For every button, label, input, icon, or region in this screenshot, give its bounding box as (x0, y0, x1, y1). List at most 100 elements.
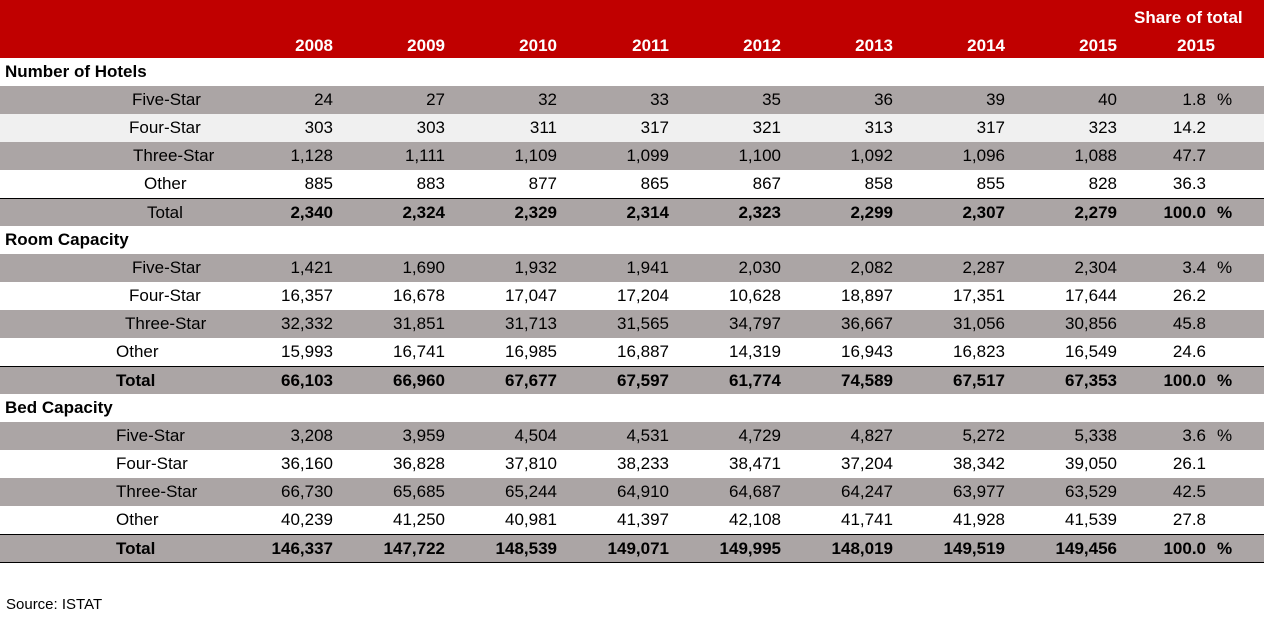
value-cell: 149,456 (1055, 539, 1117, 558)
value-cell: 41,539 (1065, 510, 1117, 529)
value-cell: 311 (529, 118, 557, 137)
section-title: Room Capacity (5, 230, 129, 249)
column-header-2011: 2011 (632, 36, 669, 55)
value-cell: 38,342 (953, 454, 1005, 473)
value-cell: 2,314 (626, 203, 669, 222)
percent-unit: % (1217, 426, 1233, 445)
value-cell: 37,204 (841, 454, 893, 473)
value-cell: 65,685 (393, 482, 445, 501)
value-cell: 828 (1088, 174, 1117, 193)
value-cell: 148,539 (495, 539, 557, 558)
value-cell: 317 (976, 118, 1005, 137)
value-cell: 883 (416, 174, 445, 193)
column-header-share-2015: 2015 (1177, 36, 1215, 55)
value-cell: 149,995 (719, 539, 781, 558)
value-cell: 17,644 (1065, 286, 1117, 305)
section-title-row: Bed Capacity (0, 394, 1264, 422)
value-cell: 31,565 (617, 314, 669, 333)
value-cell: 877 (528, 174, 557, 193)
value-cell: 67,677 (505, 371, 557, 390)
value-cell: 2,279 (1074, 203, 1117, 222)
value-cell: 34,797 (729, 314, 781, 333)
total-row: Total 66,103 66,960 67,677 67,597 61,774 74,58… (0, 366, 1264, 394)
value-cell: 2,307 (962, 203, 1005, 222)
share-cell: 47.7 (1172, 146, 1206, 165)
value-cell: 313 (864, 118, 893, 137)
row-label: Five-Star (116, 426, 185, 445)
value-cell: 1,111 (404, 146, 445, 165)
value-cell: 885 (304, 174, 333, 193)
value-cell: 1,088 (1074, 146, 1117, 165)
column-header-2009: 2009 (407, 36, 445, 55)
value-cell: 36,160 (281, 454, 333, 473)
table-row: Five-Star 3,208 3,959 4,504 4,531 4,729 4,827 5… (0, 422, 1264, 450)
value-cell: 5,338 (1074, 426, 1117, 445)
value-cell: 2,030 (738, 258, 781, 277)
value-cell: 64,687 (729, 482, 781, 501)
value-cell: 855 (976, 174, 1005, 193)
value-cell: 32,332 (281, 314, 333, 333)
share-cell: 100.0 (1163, 203, 1206, 222)
value-cell: 1,109 (514, 146, 557, 165)
value-cell: 39 (986, 90, 1005, 109)
value-cell: 10,628 (729, 286, 781, 305)
source-note: Source: ISTAT (6, 596, 103, 613)
value-cell: 39,050 (1065, 454, 1117, 473)
row-label: Other (116, 342, 159, 361)
column-header-2015: 2015 (1079, 36, 1117, 55)
value-cell: 31,713 (505, 314, 557, 333)
value-cell: 16,357 (281, 286, 333, 305)
section-title: Bed Capacity (5, 398, 113, 417)
percent-unit: % (1217, 371, 1233, 390)
value-cell: 2,324 (402, 203, 445, 222)
value-cell: 41,250 (393, 510, 445, 529)
value-cell: 4,827 (850, 426, 893, 445)
table-row: Four-Star 36,160 36,828 37,810 38,233 38,471 3… (0, 450, 1264, 478)
table-header: Share of total 2008 2009 2010 2011 2012 … (0, 0, 1264, 58)
row-label: Total (116, 539, 156, 558)
value-cell: 36,667 (841, 314, 893, 333)
value-cell: 4,729 (738, 426, 781, 445)
value-cell: 16,741 (393, 342, 445, 361)
value-cell: 14,319 (729, 342, 781, 361)
table-row: Four-Star 16,357 16,678 17,047 17,204 10,628 1… (0, 282, 1264, 310)
value-cell: 33 (650, 90, 669, 109)
total-row: Total 2,340 2,324 2,329 2,314 2,323 2,299 2,307… (0, 198, 1264, 226)
share-cell: 3.4 (1182, 258, 1206, 277)
value-cell: 148,019 (831, 539, 893, 558)
value-cell: 41,397 (617, 510, 669, 529)
value-cell: 65,244 (505, 482, 557, 501)
value-cell: 2,340 (290, 203, 333, 222)
value-cell: 24 (314, 90, 333, 109)
value-cell: 67,597 (617, 371, 669, 390)
value-cell: 30,856 (1065, 314, 1117, 333)
row-label: Five-Star (132, 90, 201, 109)
column-header-2013: 2013 (855, 36, 893, 55)
value-cell: 1,128 (290, 146, 333, 165)
table-row: Four-Star 303 303 311 317 321 313 317 323 14.2 (0, 114, 1264, 142)
value-cell: 35 (762, 90, 781, 109)
percent-unit: % (1217, 90, 1233, 109)
value-cell: 147,722 (383, 539, 445, 558)
table-row: Other 15,993 16,741 16,985 16,887 14,319 16,94… (0, 338, 1264, 366)
table-row: Three-Star 32,332 31,851 31,713 31,565 34,797… (0, 310, 1264, 338)
value-cell: 16,823 (953, 342, 1005, 361)
share-cell: 36.3 (1172, 174, 1206, 193)
row-label: Total (147, 203, 183, 222)
row-label: Four-Star (129, 118, 201, 137)
value-cell: 63,977 (953, 482, 1005, 501)
value-cell: 858 (864, 174, 893, 193)
value-cell: 1,092 (850, 146, 893, 165)
column-header-2012: 2012 (743, 36, 781, 55)
value-cell: 64,910 (617, 482, 669, 501)
section-title: Number of Hotels (5, 62, 147, 81)
value-cell: 867 (752, 174, 781, 193)
share-cell: 1.8 (1182, 90, 1206, 109)
value-cell: 16,678 (393, 286, 445, 305)
value-cell: 27 (426, 90, 445, 109)
column-header-2010: 2010 (519, 36, 557, 55)
value-cell: 149,071 (607, 539, 669, 558)
percent-unit: % (1217, 539, 1233, 558)
value-cell: 303 (304, 118, 333, 137)
value-cell: 36 (874, 90, 893, 109)
